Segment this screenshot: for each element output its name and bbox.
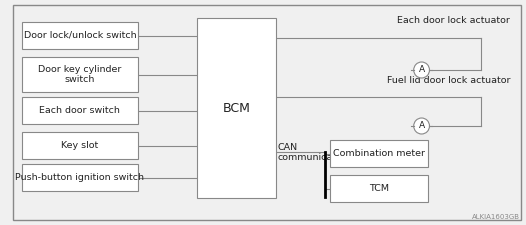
Text: Door key cylinder
switch: Door key cylinder switch (38, 65, 122, 84)
FancyBboxPatch shape (330, 175, 429, 202)
Text: Each door lock actuator: Each door lock actuator (397, 16, 510, 25)
Text: Push-button ignition switch: Push-button ignition switch (15, 173, 144, 182)
FancyBboxPatch shape (22, 97, 138, 124)
FancyBboxPatch shape (22, 164, 138, 191)
Text: A: A (419, 122, 424, 130)
Circle shape (414, 62, 429, 78)
Text: TCM: TCM (369, 184, 389, 193)
Text: Combination meter: Combination meter (333, 149, 425, 158)
Text: Key slot: Key slot (61, 141, 98, 150)
Text: Door lock/unlock switch: Door lock/unlock switch (24, 31, 136, 40)
Text: ALKIA1603GB: ALKIA1603GB (472, 214, 520, 220)
Text: A: A (419, 65, 424, 74)
Text: BCM: BCM (222, 101, 250, 115)
FancyBboxPatch shape (22, 132, 138, 159)
Circle shape (414, 118, 429, 134)
Text: Fuel lid door lock actuator: Fuel lid door lock actuator (387, 76, 510, 85)
FancyBboxPatch shape (197, 18, 276, 198)
FancyBboxPatch shape (22, 22, 138, 49)
FancyBboxPatch shape (22, 57, 138, 92)
FancyBboxPatch shape (330, 140, 429, 167)
Text: CAN
communication: CAN communication (278, 143, 351, 162)
Text: Each door switch: Each door switch (39, 106, 120, 115)
